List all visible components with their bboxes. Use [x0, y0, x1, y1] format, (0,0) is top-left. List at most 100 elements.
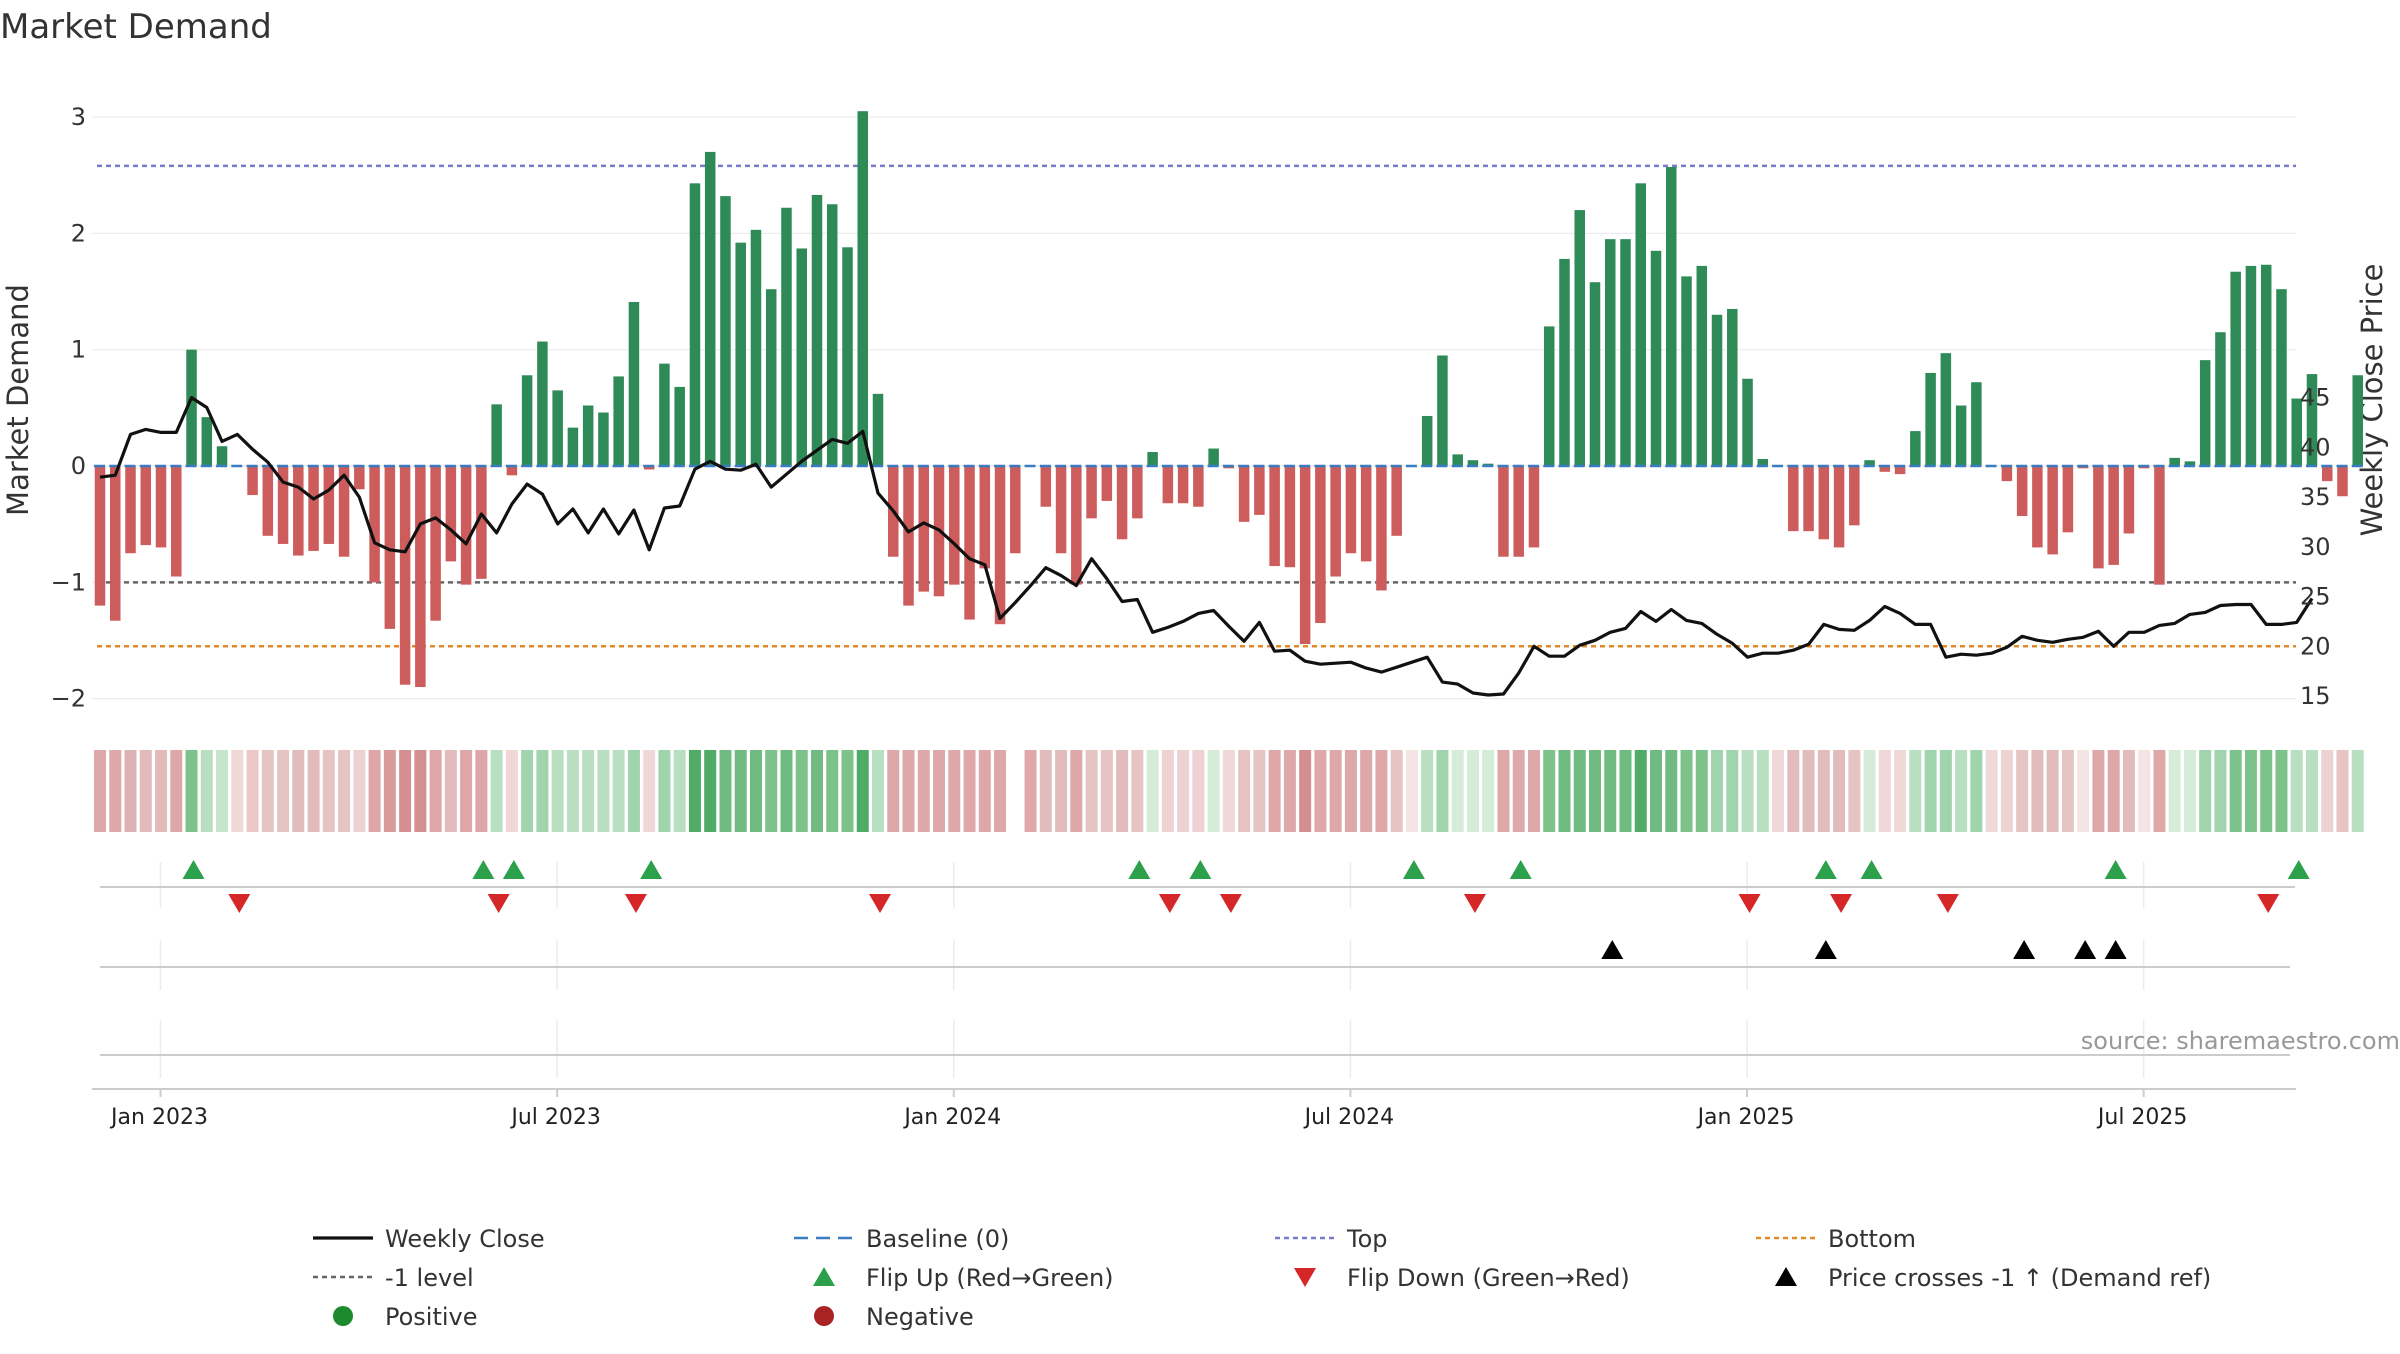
demand-bar-positive: [1742, 378, 1753, 466]
demand-bar-positive: [1757, 459, 1769, 466]
demand-bar-negative: [354, 466, 365, 490]
demand-bar-positive: [567, 427, 579, 466]
demand-bar-negative: [918, 466, 930, 592]
demand-bar-positive: [2306, 374, 2318, 466]
demand-bar-positive: [613, 376, 624, 466]
price-cross-marker: [1814, 940, 1837, 959]
strip-cell: [1527, 750, 1540, 832]
strip-cell: [521, 750, 534, 832]
strip-cell: [1390, 750, 1403, 832]
price-cross-marker: [2013, 940, 2036, 959]
strip-cell: [963, 750, 976, 832]
flip-up-marker: [1189, 860, 1212, 879]
demand-bar-negative: [415, 466, 426, 688]
demand-bar-negative: [1040, 466, 1052, 507]
strip-cell: [200, 750, 213, 832]
demand-bar-positive: [1620, 239, 1631, 466]
legend-label-flip-down: Flip Down (Green→Red): [1347, 1264, 1630, 1292]
demand-bar-negative: [1833, 466, 1845, 548]
demand-bar-negative: [110, 466, 121, 621]
demand-bars: [94, 111, 2363, 688]
legend-item-flip-down: Flip Down (Green→Red): [1294, 1264, 1630, 1292]
flip-down-marker: [228, 894, 251, 913]
demand-bar-negative: [2001, 466, 2013, 482]
strip-cell: [1268, 750, 1281, 832]
strip-cell: [1085, 750, 1098, 832]
demand-bar-negative: [643, 466, 655, 470]
strip-cell: [1695, 750, 1708, 832]
demand-bar-positive: [659, 363, 670, 466]
demand-bar-negative: [506, 466, 518, 476]
strip-cell: [353, 750, 366, 832]
strip-cell: [1512, 750, 1525, 832]
flip-up-marker: [2287, 860, 2310, 879]
strip-cell: [1466, 750, 1479, 832]
source-credit: source: sharemaestro.com: [2081, 1027, 2400, 1055]
demand-bar-negative: [1193, 466, 1204, 507]
legend-item-positive: Positive: [333, 1303, 478, 1331]
demand-bar-negative: [1360, 466, 1372, 562]
strip-cell: [2275, 750, 2288, 832]
strip-cell: [1665, 750, 1678, 832]
strip-cell: [1207, 750, 1220, 832]
demand-bar-negative: [1010, 466, 1021, 554]
strip-cell: [612, 750, 625, 832]
legend-item-bottom: Bottom: [1756, 1225, 1916, 1253]
strip-cell: [765, 750, 778, 832]
strip-cell: [597, 750, 610, 832]
demand-bar-positive: [781, 207, 792, 466]
left-tick-label: 2: [71, 219, 86, 247]
right-tick-label: 35: [2300, 483, 2331, 511]
flip-down-marker: [1830, 894, 1853, 913]
demand-bar-positive: [811, 194, 823, 466]
strip-cell: [1314, 750, 1327, 832]
strip-cell: [2244, 750, 2257, 832]
demand-bar-negative: [1879, 466, 1891, 472]
demand-bar-negative: [1788, 466, 1799, 532]
date-axis: Jan 2023 Jul 2023 Jan 2024 Jul 2024 Jan 2025…: [92, 1088, 2296, 1130]
demand-bar-positive: [704, 151, 716, 466]
demand-bar-negative: [1849, 466, 1860, 526]
demand-bar-negative: [1177, 466, 1189, 504]
demand-bar-negative: [2321, 466, 2333, 482]
date-tick-label: Jul 2025: [2096, 1105, 2188, 1130]
flip-up-marker: [640, 860, 663, 879]
demand-bar-negative: [1528, 466, 1540, 548]
demand-bar-negative: [1055, 466, 1067, 554]
left-tick-label: 3: [71, 103, 86, 131]
demand-bar-positive: [1635, 183, 1647, 466]
strip-cell: [94, 750, 106, 832]
demand-bar-positive: [1589, 282, 1601, 466]
reference-lines: [97, 164, 2296, 648]
legend-swatch-negative: [814, 1306, 834, 1326]
demand-bar-negative: [1498, 466, 1509, 557]
demand-bar-positive: [1452, 454, 1463, 466]
left-tick-label: −2: [51, 685, 86, 713]
strip-cell: [2107, 750, 2120, 832]
strip-cell: [1878, 750, 1891, 832]
flip-up-marker: [2104, 860, 2127, 879]
strip-cell: [170, 750, 183, 832]
strip-cell: [688, 750, 701, 832]
demand-bar-negative: [2016, 466, 2028, 517]
demand-bar-positive: [872, 393, 884, 466]
strip-cell: [1131, 750, 1144, 832]
strip-cell: [551, 750, 564, 832]
demand-bar-positive: [491, 404, 502, 466]
demand-bar-positive: [1559, 258, 1570, 466]
demand-bar-positive: [796, 248, 807, 466]
price-cross-track: [100, 940, 2290, 968]
demand-bar-positive: [186, 349, 197, 466]
strip-cell: [780, 750, 793, 832]
weekly-close-series: [99, 396, 2314, 697]
strip-cell: [1009, 750, 1022, 832]
demand-bar-negative: [1269, 466, 1280, 567]
right-axis-ticks: 15 20 25 30 35 40 45: [2300, 384, 2331, 710]
strip-cell: [795, 750, 808, 832]
legend-item-baseline: Baseline (0): [794, 1225, 1009, 1253]
demand-bar-positive: [1940, 353, 1952, 466]
strip-cell: [2168, 750, 2181, 832]
strip-cell: [1405, 750, 1418, 832]
strip-cell: [505, 750, 518, 832]
strip-cell: [566, 750, 579, 832]
